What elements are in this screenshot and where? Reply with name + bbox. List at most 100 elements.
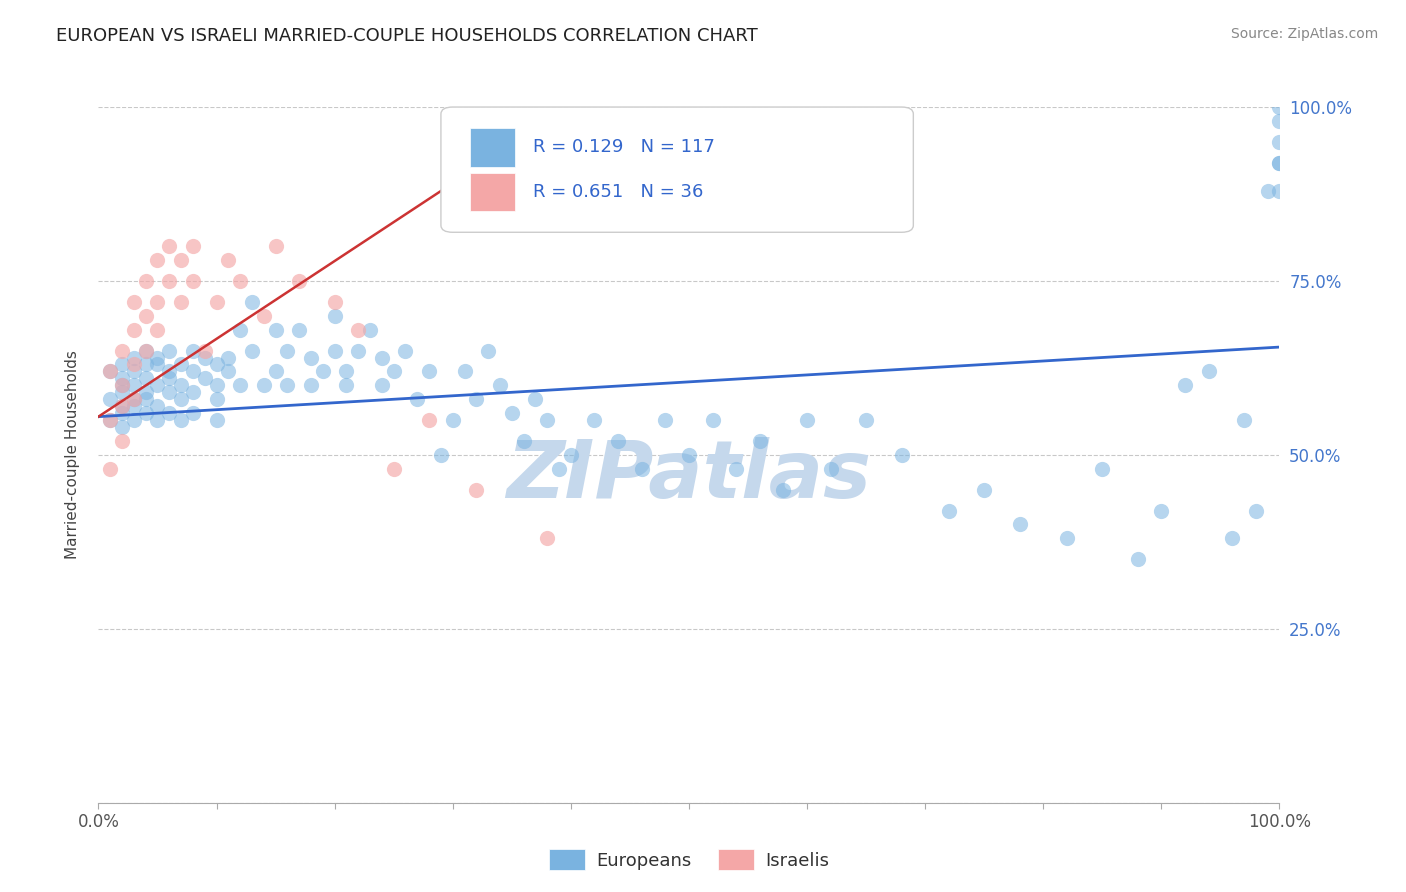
Point xyxy=(146,378,169,392)
Point xyxy=(796,413,818,427)
Point xyxy=(607,434,630,448)
Point xyxy=(122,378,145,392)
Point xyxy=(205,413,228,427)
Point xyxy=(170,294,193,309)
Point xyxy=(111,371,134,385)
Point xyxy=(335,364,357,378)
Point xyxy=(157,406,180,420)
Point xyxy=(111,399,134,413)
Point xyxy=(181,343,204,358)
Point xyxy=(536,413,558,427)
Point xyxy=(98,364,121,378)
Point xyxy=(135,385,157,400)
Point xyxy=(205,378,228,392)
Point xyxy=(1257,184,1279,198)
Point xyxy=(135,358,157,372)
Point xyxy=(489,378,512,392)
Point xyxy=(253,378,276,392)
Point xyxy=(312,364,335,378)
Point xyxy=(122,399,145,413)
Point xyxy=(630,462,652,476)
Point xyxy=(548,462,571,476)
Point xyxy=(512,434,534,448)
Point xyxy=(111,420,134,434)
Point xyxy=(122,351,145,365)
Point xyxy=(1056,532,1078,546)
Point xyxy=(394,343,416,358)
Point xyxy=(465,483,488,497)
Point xyxy=(135,406,157,420)
Point xyxy=(240,294,263,309)
Point xyxy=(146,351,169,365)
Point xyxy=(1008,517,1031,532)
Point xyxy=(205,358,228,372)
Point xyxy=(288,323,311,337)
Point xyxy=(299,378,322,392)
Point xyxy=(98,413,121,427)
Point xyxy=(1126,552,1149,566)
Point xyxy=(229,378,252,392)
Point xyxy=(453,364,475,378)
Point xyxy=(477,343,499,358)
Point xyxy=(524,392,547,407)
Point xyxy=(973,483,995,497)
Point xyxy=(111,343,134,358)
Text: ZIPatlas: ZIPatlas xyxy=(506,437,872,515)
Point xyxy=(146,399,169,413)
Point xyxy=(135,274,157,288)
Point xyxy=(146,358,169,372)
Point xyxy=(418,364,440,378)
Point xyxy=(111,399,134,413)
Point xyxy=(181,406,204,420)
Point xyxy=(382,462,405,476)
Point xyxy=(229,323,252,337)
Point xyxy=(1268,114,1291,128)
Point xyxy=(170,413,193,427)
Point xyxy=(1091,462,1114,476)
Point xyxy=(1174,378,1197,392)
Point xyxy=(146,294,169,309)
Point xyxy=(890,448,912,462)
Point xyxy=(288,274,311,288)
Point xyxy=(135,309,157,323)
Point xyxy=(157,385,180,400)
Point xyxy=(1268,184,1291,198)
Point xyxy=(1220,532,1243,546)
Legend: Europeans, Israelis: Europeans, Israelis xyxy=(541,842,837,877)
Point xyxy=(205,392,228,407)
Bar xyxy=(471,128,516,167)
Text: R = 0.651   N = 36: R = 0.651 N = 36 xyxy=(533,183,703,201)
Point xyxy=(347,323,370,337)
Point xyxy=(194,343,217,358)
Point xyxy=(441,413,464,427)
Point xyxy=(170,253,193,268)
Point xyxy=(122,323,145,337)
Point xyxy=(748,434,770,448)
Point xyxy=(702,413,724,427)
Point xyxy=(170,392,193,407)
Point xyxy=(276,378,298,392)
Point xyxy=(157,364,180,378)
Point xyxy=(583,413,606,427)
Point xyxy=(938,503,960,517)
FancyBboxPatch shape xyxy=(441,107,914,232)
Point xyxy=(1233,413,1256,427)
Text: Source: ZipAtlas.com: Source: ZipAtlas.com xyxy=(1230,27,1378,41)
Point xyxy=(465,392,488,407)
Point xyxy=(181,274,204,288)
Point xyxy=(382,364,405,378)
Point xyxy=(406,392,429,407)
Point xyxy=(371,351,394,365)
Point xyxy=(122,392,145,407)
Point xyxy=(122,294,145,309)
Point xyxy=(654,413,676,427)
Point xyxy=(157,274,180,288)
Point xyxy=(217,364,239,378)
Point xyxy=(157,343,180,358)
Point xyxy=(122,364,145,378)
Point xyxy=(725,462,748,476)
Point xyxy=(146,323,169,337)
Point xyxy=(146,413,169,427)
Point xyxy=(276,343,298,358)
Text: EUROPEAN VS ISRAELI MARRIED-COUPLE HOUSEHOLDS CORRELATION CHART: EUROPEAN VS ISRAELI MARRIED-COUPLE HOUSE… xyxy=(56,27,758,45)
